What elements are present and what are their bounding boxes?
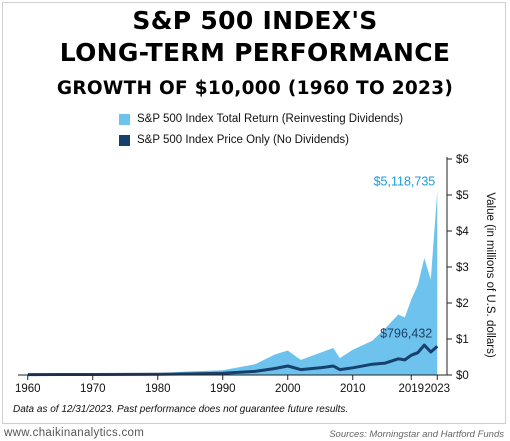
chart-subtitle: GROWTH OF $10,000 (1960 TO 2023) — [56, 78, 454, 99]
x-tick-label: 2000 — [275, 383, 301, 395]
chart-title: S&P 500 INDEX'S — [132, 6, 378, 35]
legend-item-price-only: S&P 500 Index Price Only (No Dividends) — [119, 134, 349, 146]
end-label-total-return: $5,118,735 — [374, 175, 436, 189]
chart-title-line-2: LONG-TERM PERFORMANCE — [59, 38, 451, 67]
footer-sources: Sources: Morningstar and Hartford Funds — [329, 429, 504, 440]
x-tick-label: 1990 — [210, 383, 236, 395]
legend-item-total-return: S&P 500 Index Total Return (Reinvesting … — [119, 113, 403, 125]
legend-label-price-only: S&P 500 Index Price Only (No Dividends) — [137, 134, 349, 146]
legend-swatch-total-return — [119, 113, 130, 125]
x-tick-label: 1960 — [15, 383, 41, 395]
series-area-total-return — [27, 190, 438, 375]
x-tick-label: 1980 — [145, 383, 171, 395]
legend-label-total-return: S&P 500 Index Total Return (Reinvesting … — [137, 113, 404, 125]
y-tick-label: $1 — [456, 334, 469, 346]
footer-website: www.chaikinanalytics.com — [4, 427, 145, 439]
y-axis-title: Value (in millions of U.S. dollars) — [484, 192, 496, 357]
legend-swatch-price-only — [119, 134, 130, 146]
end-label-price-only: $796,432 — [380, 326, 432, 340]
y-tick-label: $5 — [456, 190, 469, 202]
data-note: Data as of 12/31/2023. Past performance … — [13, 404, 349, 415]
y-tick-label: $3 — [456, 262, 469, 274]
y-tick-label: $6 — [456, 154, 469, 166]
x-tick-label: 2023 — [424, 383, 450, 395]
x-tick-label: 1970 — [80, 383, 106, 395]
x-tick-label: 2019 — [398, 383, 424, 395]
x-tick-label: 2010 — [340, 383, 366, 395]
y-tick-label: $0 — [456, 370, 469, 382]
y-tick-label: $4 — [456, 226, 469, 238]
series-line-price-only — [27, 343, 439, 377]
y-tick-label: $2 — [456, 298, 469, 310]
